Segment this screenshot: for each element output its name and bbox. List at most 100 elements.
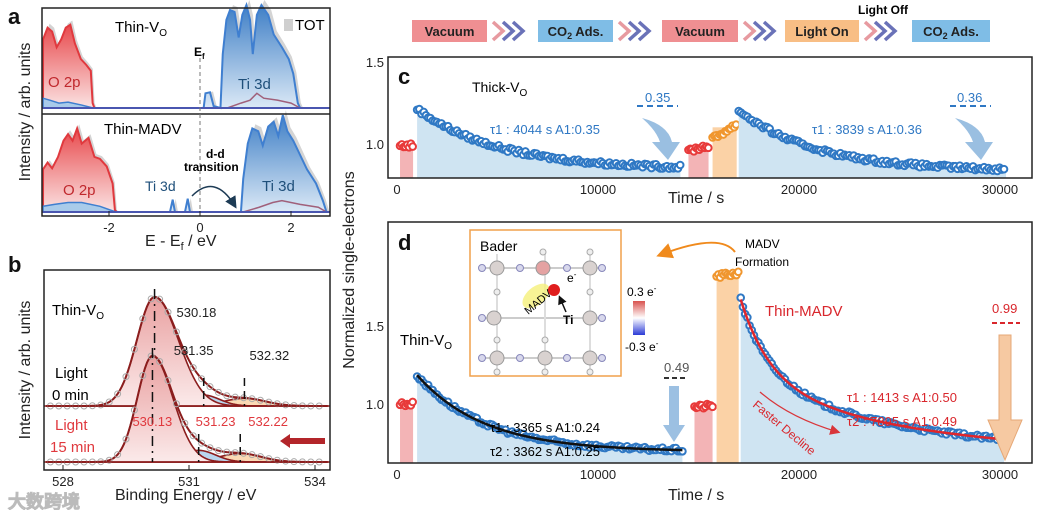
x-tick-label: 20000 — [781, 182, 817, 197]
xps-data-point — [214, 388, 222, 396]
o-atom — [493, 368, 501, 376]
ti-atom — [489, 260, 505, 276]
dd-transition-label-2: transition — [184, 160, 239, 174]
xps-data-point — [164, 308, 172, 316]
xps-data-point — [172, 400, 180, 408]
xps-data-point — [105, 398, 113, 406]
o-atom — [598, 264, 606, 272]
x-tick-label: 30000 — [982, 182, 1018, 197]
bader-inset: Bader MADV e- Ti — [469, 229, 622, 377]
panel-c: c Thick-VO τ1 : 4044 s A1:0.35 τ1 : 3839… — [366, 55, 1033, 207]
data-point — [675, 160, 685, 170]
kinetics-c-ticks: 0 10000 20000 30000 1.0 1.5 — [366, 55, 1018, 197]
watermark: 大数跨境 — [8, 491, 80, 510]
process-step: Vacuum — [412, 20, 487, 42]
xps-data-point — [223, 392, 231, 400]
process-step-label: CO2 Ads. — [548, 24, 604, 41]
data-point — [708, 402, 717, 412]
process-step: CO2 Ads. — [912, 20, 990, 42]
decay-area — [740, 299, 1005, 463]
process-step-box — [538, 20, 613, 42]
xps-data-point — [189, 364, 197, 372]
down-arrow-icon — [663, 386, 685, 442]
ti3d-label-bottom: Ti 3d — [262, 178, 295, 195]
o-contribution-ti-region — [227, 92, 301, 109]
madv-formation-label-1: MADV — [745, 237, 780, 251]
process-step-label: CO2 Ads. — [923, 24, 979, 41]
kinetics-plot-c — [395, 104, 1009, 178]
drop-value-c2: 0.36 — [957, 90, 982, 105]
o-atom — [478, 314, 486, 322]
xps-data-point — [130, 406, 138, 414]
vacuum-bar — [400, 148, 414, 178]
xps-data-point — [231, 393, 239, 401]
xps-data-point — [181, 348, 189, 356]
fit-label-d4: τ2 : 7895 s A1:0.49 — [847, 414, 957, 429]
xps-data-point — [256, 396, 264, 404]
o-atom — [586, 248, 594, 256]
xps-data-point — [130, 345, 138, 353]
panel-d: d Bader MADV e- Ti 0.3 e- -0.3 e- MADV F… — [366, 221, 1033, 504]
xps-data-point — [273, 456, 281, 464]
process-step-label: Light On — [795, 24, 848, 39]
madv-highlight — [522, 283, 550, 309]
x-tick-label: 534 — [304, 474, 326, 489]
madv-formation-label-2: Formation — [735, 255, 789, 269]
ti-atom-icon — [548, 284, 560, 296]
decay-area — [417, 108, 681, 178]
fit-label-c2: τ1 : 3839 s A1:0.36 — [812, 122, 922, 137]
xps-data-point — [256, 453, 264, 461]
chevron-right-icon — [863, 20, 878, 42]
xps-data-point — [282, 401, 290, 409]
kinetics-d-x-axis-label: Time / s — [668, 487, 724, 504]
xps-sample-label: Thin-VO — [52, 302, 104, 322]
transition-arrow-icon — [191, 185, 237, 209]
o-atom — [563, 354, 571, 362]
o-atom — [598, 354, 606, 362]
xps-data-point — [198, 375, 206, 383]
ti-atom — [582, 310, 598, 326]
peak-value-label: 530.18 — [177, 305, 217, 320]
o-atom — [586, 288, 594, 296]
ti-label: Ti — [563, 313, 573, 327]
chevron-right-icon — [617, 20, 632, 42]
kinetics-y-axis-label: Normalized single-electrons — [341, 171, 358, 368]
process-step-box — [912, 20, 990, 42]
data-point — [733, 267, 743, 277]
down-arrow-icon — [642, 118, 680, 160]
subplot-title-thin-madv: Thin-MADV — [104, 121, 182, 138]
o-atom — [541, 336, 549, 344]
o2p-label-top: O 2p — [48, 74, 81, 91]
ti-atom — [535, 260, 551, 276]
o-atom — [563, 264, 571, 272]
drop-value-c1: 0.35 — [645, 90, 670, 105]
data-point — [704, 143, 713, 153]
light-bar — [716, 275, 739, 463]
o-atom — [541, 368, 549, 376]
step-label-text: Vacuum — [675, 24, 725, 39]
ti-atom — [489, 350, 505, 366]
chevron-right-icon — [627, 20, 642, 42]
process-step: CO2 Ads. — [538, 20, 613, 42]
step-label-sub: 2 — [567, 31, 572, 41]
fit-curve — [739, 299, 1005, 441]
data-point — [408, 142, 417, 151]
xps-data-point — [156, 295, 164, 303]
o-atom — [539, 248, 547, 256]
chevron-right-icon — [501, 20, 516, 42]
charge-colorbar — [633, 301, 645, 335]
y-tick-label: 1.5 — [366, 55, 384, 70]
fit-label-d1: τ1 : 3365 s A1:0.24 — [490, 420, 600, 435]
vacuum-bar — [688, 148, 709, 178]
xps-data-point — [189, 432, 197, 440]
step-label-text: Vacuum — [425, 24, 475, 39]
step-label-tail: Ads. — [572, 24, 603, 39]
xps-data-point — [156, 358, 164, 366]
peak-value-label: 532.32 — [249, 348, 289, 363]
ti3d-label-top: Ti 3d — [238, 76, 271, 93]
xps-data-point — [265, 398, 273, 406]
sample-label-thin-madv: Thin-MADV — [765, 303, 843, 320]
xps-data-point — [164, 376, 172, 384]
xps-data-point — [122, 435, 130, 443]
